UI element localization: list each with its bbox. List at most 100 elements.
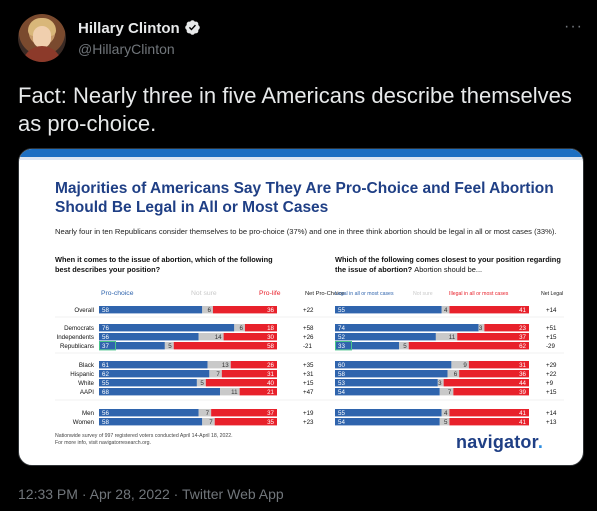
bar-label-1-0-0: 55 — [338, 307, 345, 314]
bar-label-1-9-2: 41 — [519, 419, 526, 426]
bar-label-0-1-2: 18 — [267, 325, 274, 332]
bar-label-1-1-0: 74 — [338, 325, 345, 332]
brand-dot: . — [537, 432, 544, 452]
timestamp-source[interactable]: Twitter Web App — [181, 486, 284, 502]
column-header-0-3: Net Pro-Choice — [305, 291, 345, 297]
bar-0-0-0 — [99, 306, 203, 314]
timestamp-sep-1: · — [81, 486, 90, 502]
bar-0-9-2 — [214, 418, 277, 426]
column-header-0-2: Pro-life — [259, 290, 281, 297]
bar-label-1-3-2: 62 — [519, 343, 526, 350]
bar-1-3-0 — [335, 342, 400, 350]
verified-badge-icon — [184, 20, 200, 35]
bar-label-0-3-2: 58 — [267, 343, 274, 350]
bar-label-1-1-1: 3 — [479, 325, 483, 332]
bar-1-7-0 — [335, 388, 440, 396]
net-label-0-6: +15 — [303, 380, 314, 387]
column-header-1-2: Illegal in all or most cases — [449, 291, 509, 297]
bar-label-0-2-2: 30 — [267, 334, 274, 341]
category-label-9: Women — [73, 419, 95, 426]
bar-label-0-5-1: 7 — [216, 371, 220, 378]
author-name-text[interactable]: Hillary Clinton — [78, 20, 180, 37]
bar-1-9-0 — [335, 418, 440, 426]
left-question: When it comes to the issue of abortion, … — [55, 255, 273, 274]
bar-1-5-1 — [447, 370, 460, 378]
bar-1-8-0 — [335, 409, 442, 417]
author-handle[interactable]: @HillaryClinton — [78, 41, 175, 57]
category-label-1: Democrats — [64, 325, 94, 332]
bar-0-0-1 — [202, 306, 213, 314]
category-label-3: Republicans — [60, 343, 94, 350]
bar-label-1-3-1: 5 — [403, 343, 407, 350]
net-label-1-6: +9 — [546, 380, 554, 387]
net-label-1-1: +51 — [546, 325, 557, 332]
bar-0-7-2 — [239, 388, 277, 396]
footnote-line-1: Nationwide survey of 997 registered vote… — [55, 433, 233, 439]
net-label-0-4: +35 — [303, 362, 314, 369]
tweet-timestamp[interactable]: 12:33 PM · Apr 28, 2022 · Twitter Web Ap… — [18, 486, 284, 502]
bar-label-0-8-0: 56 — [102, 410, 109, 417]
bar-0-3-2 — [173, 342, 277, 350]
net-label-1-5: +22 — [546, 371, 557, 378]
bar-label-0-8-1: 7 — [206, 410, 210, 417]
bar-1-7-1 — [439, 388, 454, 396]
net-label-0-0: +22 — [303, 307, 314, 314]
bar-0-4-0 — [99, 361, 208, 369]
bar-1-6-1 — [437, 379, 444, 387]
author-name[interactable]: Hillary Clinton — [78, 19, 201, 37]
bar-label-1-8-2: 41 — [519, 410, 526, 417]
bar-0-6-1 — [196, 379, 206, 387]
category-label-4: Black — [79, 362, 95, 369]
bar-1-6-0 — [335, 379, 438, 387]
column-header-0-0: Pro-choice — [101, 290, 134, 297]
column-header-1-0: Legal in all or most cases — [335, 291, 394, 297]
net-label-0-7: +47 — [303, 389, 314, 396]
bar-label-1-6-0: 53 — [338, 380, 345, 387]
bar-label-1-0-1: 4 — [444, 307, 448, 314]
highlight-box-1 — [335, 341, 352, 351]
bar-label-1-5-0: 58 — [338, 371, 345, 378]
bar-label-1-2-2: 37 — [519, 334, 526, 341]
bar-0-1-0 — [99, 324, 235, 332]
infographic-title: Majorities of Americans Say They Are Pro… — [55, 180, 554, 216]
right-question: Which of the following comes closest to … — [335, 255, 565, 274]
bar-0-0-2 — [212, 306, 277, 314]
avatar[interactable] — [18, 14, 66, 62]
bar-label-0-3-0: 37 — [102, 343, 109, 350]
bar-1-4-1 — [451, 361, 469, 369]
bar-label-1-4-1: 9 — [463, 362, 467, 369]
bar-label-0-7-1: 11 — [231, 389, 238, 396]
timestamp-sep-2: · — [173, 486, 182, 502]
bar-label-0-6-2: 40 — [267, 380, 274, 387]
bar-1-1-1 — [478, 324, 485, 332]
bar-1-6-2 — [443, 379, 529, 387]
net-label-0-5: +31 — [303, 371, 314, 378]
bar-label-0-4-1: 13 — [222, 362, 229, 369]
bar-label-0-9-1: 7 — [209, 419, 213, 426]
bar-1-0-2 — [449, 306, 529, 314]
bar-label-0-7-0: 68 — [102, 389, 109, 396]
more-options-icon[interactable]: ··· — [564, 18, 583, 35]
timestamp-time[interactable]: 12:33 PM — [18, 486, 78, 502]
bar-1-4-2 — [468, 361, 529, 369]
bar-0-2-0 — [99, 333, 199, 341]
bar-label-1-9-0: 54 — [338, 419, 345, 426]
timestamp-date[interactable]: Apr 28, 2022 — [89, 486, 170, 502]
footnote: Nationwide survey of 997 registered vote… — [55, 433, 233, 446]
category-label-6: White — [78, 380, 94, 387]
bar-0-6-0 — [99, 379, 197, 387]
bar-label-1-4-2: 31 — [519, 362, 526, 369]
bar-label-1-3-0: 33 — [338, 343, 345, 350]
bar-1-1-2 — [484, 324, 529, 332]
highlight-box-0 — [99, 341, 116, 351]
infographic-image[interactable]: Majorities of Americans Say They Are Pro… — [18, 148, 584, 466]
bar-label-1-0-2: 41 — [519, 307, 526, 314]
bar-label-0-5-2: 31 — [267, 371, 274, 378]
net-label-0-8: +19 — [303, 410, 314, 417]
net-label-1-0: +14 — [546, 307, 557, 314]
bar-label-0-4-2: 26 — [267, 362, 274, 369]
bar-label-1-2-0: 52 — [338, 334, 345, 341]
bar-0-7-1 — [220, 388, 240, 396]
brand-text: navigator — [456, 432, 538, 452]
avatar-shoulders — [22, 46, 62, 62]
